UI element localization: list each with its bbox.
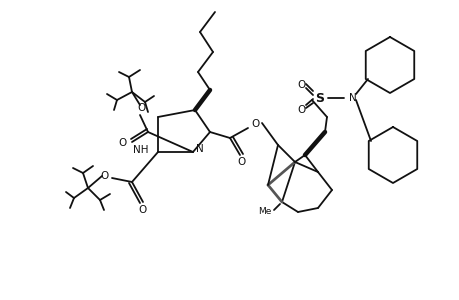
Text: O: O bbox=[297, 80, 305, 90]
Text: O: O bbox=[297, 105, 305, 115]
Text: N: N bbox=[348, 93, 356, 103]
Text: O: O bbox=[101, 171, 109, 181]
Text: O: O bbox=[138, 103, 146, 113]
Text: N: N bbox=[196, 144, 203, 154]
Text: O: O bbox=[252, 119, 259, 129]
Text: NH: NH bbox=[133, 145, 149, 155]
Text: Me: Me bbox=[258, 208, 271, 217]
Text: O: O bbox=[139, 205, 147, 215]
Text: O: O bbox=[118, 138, 127, 148]
Text: O: O bbox=[237, 157, 246, 167]
Text: S: S bbox=[315, 92, 324, 104]
